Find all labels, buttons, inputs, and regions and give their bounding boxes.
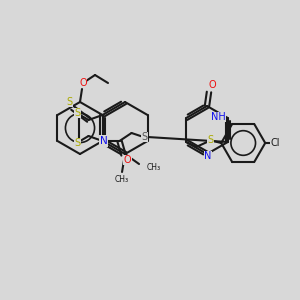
Text: CH₃: CH₃	[115, 176, 129, 184]
Text: NH: NH	[211, 112, 226, 122]
Text: N: N	[100, 136, 107, 146]
Text: N: N	[204, 151, 212, 161]
Text: O: O	[208, 80, 216, 90]
Text: CH₃: CH₃	[147, 163, 161, 172]
Text: O: O	[79, 78, 87, 88]
Text: Cl: Cl	[271, 138, 280, 148]
Text: S: S	[207, 135, 213, 145]
Text: S: S	[74, 108, 81, 118]
Text: S: S	[74, 138, 81, 148]
Text: S: S	[67, 97, 73, 107]
Text: S: S	[142, 132, 148, 142]
Text: O: O	[124, 155, 131, 165]
